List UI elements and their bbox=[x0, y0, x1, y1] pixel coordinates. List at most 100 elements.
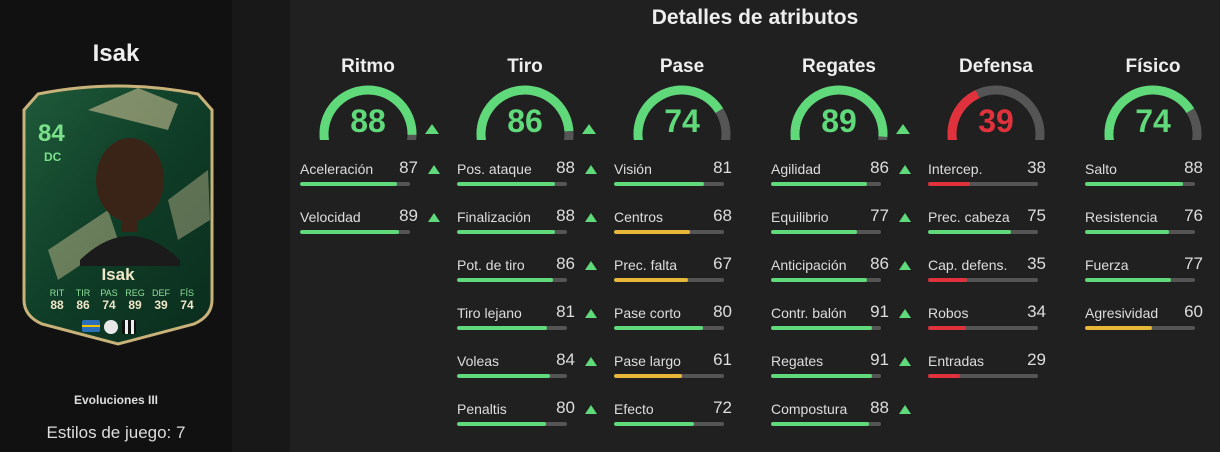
upgrade-arrow-icon bbox=[899, 405, 911, 414]
card-position: DC bbox=[44, 150, 62, 164]
category-value: 74 bbox=[664, 103, 700, 139]
gauge-fill bbox=[790, 85, 888, 140]
attribute-name: Equilibrio bbox=[771, 209, 829, 225]
attribute-bar-fill bbox=[300, 182, 397, 186]
attribute-bar-fill bbox=[457, 230, 555, 234]
attribute-bar-fill bbox=[771, 326, 873, 330]
card-player-name: Isak bbox=[101, 265, 135, 284]
attribute-list: Pos. ataque 88 Finalización 88 Pot. de tiro 8… bbox=[455, 156, 605, 444]
attribute-row: Centros 68 bbox=[612, 204, 762, 252]
category-name: Regates bbox=[802, 56, 876, 77]
attribute-bar-fill bbox=[614, 230, 690, 234]
attribute-row: Agilidad 86 bbox=[769, 156, 919, 204]
attribute-value: 87 bbox=[399, 158, 418, 177]
attribute-bar bbox=[614, 374, 724, 378]
attribute-name: Finalización bbox=[457, 209, 531, 225]
upgrade-arrow-icon bbox=[585, 261, 597, 270]
attribute-list: Visión 81 Centros 68 Prec. falta 67 Pase corto… bbox=[612, 156, 762, 444]
attribute-bar bbox=[1085, 326, 1195, 330]
attribute-bar bbox=[457, 326, 567, 330]
category-name: Físico bbox=[1125, 56, 1181, 77]
attribute-row: Prec. falta 67 bbox=[612, 252, 762, 300]
attribute-list: Salto 88 Resistencia 76 Fuerza 77 Agresividad 6… bbox=[1083, 156, 1220, 348]
playstyles-count[interactable]: Estilos de juego: 7 bbox=[46, 423, 186, 442]
attribute-name: Aceleración bbox=[300, 161, 374, 177]
attribute-row: Cap. defens. 35 bbox=[926, 252, 1076, 300]
category-value: 89 bbox=[821, 103, 857, 139]
attribute-bar bbox=[614, 326, 724, 330]
attribute-value: 34 bbox=[1027, 302, 1046, 321]
category-value: 74 bbox=[1135, 103, 1171, 139]
attribute-row: Tiro lejano 81 bbox=[455, 300, 605, 348]
league-logo-icon bbox=[104, 320, 118, 334]
card-stat-label: TIR bbox=[75, 288, 91, 298]
attribute-value: 89 bbox=[399, 206, 418, 225]
attribute-value: 80 bbox=[713, 302, 732, 321]
attribute-name: Entradas bbox=[928, 353, 985, 369]
attribute-row: Entradas 29 bbox=[926, 348, 1076, 396]
card-stat-value: 89 bbox=[128, 298, 142, 312]
card-stat-value: 74 bbox=[102, 298, 116, 312]
attribute-bar-fill bbox=[457, 326, 547, 330]
attribute-row: Visión 81 bbox=[612, 156, 762, 204]
attribute-bar bbox=[457, 182, 567, 186]
upgrade-arrow-icon bbox=[899, 213, 911, 222]
attribute-bar bbox=[928, 374, 1038, 378]
attribute-bar bbox=[614, 182, 724, 186]
attribute-bar-fill bbox=[614, 278, 689, 282]
card-stat-pas: PAS 74 bbox=[98, 288, 120, 312]
attribute-value: 91 bbox=[870, 302, 889, 321]
card-stat-value: 88 bbox=[50, 298, 64, 312]
attribute-row: Anticipación 86 bbox=[769, 252, 919, 300]
attribute-bar-fill bbox=[771, 230, 857, 234]
attribute-row: Velocidad 89 bbox=[298, 204, 448, 252]
card-stat-label: REG bbox=[125, 288, 145, 298]
attribute-value: 91 bbox=[870, 350, 889, 369]
attribute-bar-fill bbox=[1085, 278, 1171, 282]
attribute-row: Efecto 72 bbox=[612, 396, 762, 444]
attribute-bar-fill bbox=[614, 326, 703, 330]
attribute-bar-fill bbox=[1085, 230, 1170, 234]
category-gauge bbox=[947, 85, 1045, 140]
category-name: Ritmo bbox=[341, 56, 395, 77]
attribute-bar bbox=[300, 182, 410, 186]
player-card[interactable]: 84 DC Isak RIT 88 TIR 86 PAS 74 REG 89 DEF 39… bbox=[18, 80, 218, 346]
attributes-panel: Detalles de atributos Ritmo 88 Aceleración… bbox=[290, 0, 1220, 452]
attribute-bar bbox=[457, 374, 567, 378]
attribute-bar bbox=[771, 230, 881, 234]
upgrade-arrow-icon bbox=[428, 165, 440, 174]
upgrade-arrow-icon bbox=[899, 357, 911, 366]
attribute-bar-fill bbox=[928, 326, 966, 330]
category-gauge bbox=[790, 85, 888, 140]
attribute-name: Compostura bbox=[771, 401, 848, 417]
attribute-bar-fill bbox=[771, 278, 867, 282]
player-name-title: Isak bbox=[92, 40, 140, 67]
attribute-row: Pase corto 80 bbox=[612, 300, 762, 348]
attribute-value: 38 bbox=[1027, 158, 1046, 177]
attribute-bar-fill bbox=[1085, 182, 1183, 186]
category-name: Pase bbox=[659, 56, 705, 77]
attribute-value: 86 bbox=[870, 158, 889, 177]
attribute-bar bbox=[771, 278, 881, 282]
upgrade-arrow-icon bbox=[582, 124, 596, 134]
card-stat-def: DEF 39 bbox=[150, 288, 172, 312]
attribute-bar bbox=[457, 278, 567, 282]
player-panel: Isak 84 DC Isak RIT 88 TIR 86 PAS 74 bbox=[0, 0, 232, 452]
attribute-value: 75 bbox=[1027, 206, 1046, 225]
attribute-row: Prec. cabeza 75 bbox=[926, 204, 1076, 252]
card-stats: RIT 88 TIR 86 PAS 74 REG 89 DEF 39 FÍS 74 bbox=[46, 288, 198, 312]
gauge-fill bbox=[633, 85, 724, 140]
attribute-value: 86 bbox=[870, 254, 889, 273]
attribute-list: Intercep. 38 Prec. cabeza 75 Cap. defens. 35 R… bbox=[926, 156, 1076, 396]
card-stat-value: 39 bbox=[154, 298, 168, 312]
upgrade-arrow-icon bbox=[899, 261, 911, 270]
card-stat-label: RIT bbox=[49, 288, 65, 298]
attribute-name: Penaltis bbox=[457, 401, 507, 417]
attribute-value: 81 bbox=[556, 302, 575, 321]
card-stat-label: PAS bbox=[100, 288, 118, 298]
upgrade-arrow-icon bbox=[425, 124, 439, 134]
attribute-value: 86 bbox=[556, 254, 575, 273]
attribute-name: Visión bbox=[614, 161, 652, 177]
attribute-name: Pot. de tiro bbox=[457, 257, 525, 273]
attribute-value: 88 bbox=[556, 206, 575, 225]
